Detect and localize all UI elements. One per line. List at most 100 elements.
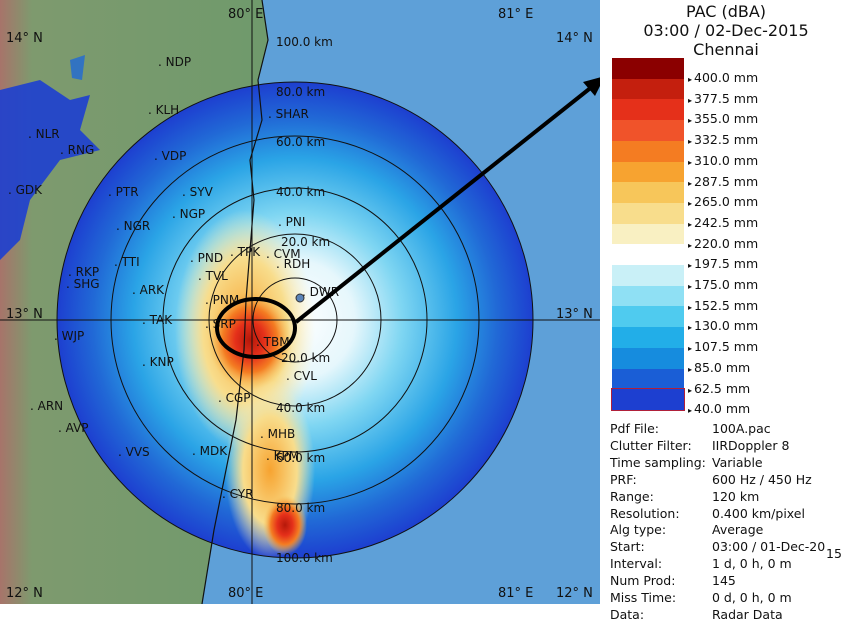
lat-label-14-right: 14° N — [556, 31, 593, 46]
place-cyr: . CYR — [222, 487, 253, 501]
range-ring-3 — [162, 187, 428, 453]
scale-label: ▸ 197.5 mm — [688, 256, 759, 272]
scale-swatch — [612, 347, 684, 369]
lon-label-81-bottom: 81° E — [498, 586, 533, 601]
radar-site-marker — [295, 293, 305, 303]
scale-swatch — [612, 327, 684, 348]
place-syv: . SYV — [182, 185, 214, 199]
info-key: Alg type: — [610, 522, 667, 538]
tick-icon: ▸ — [688, 137, 693, 147]
place-rdh: . RDH — [276, 257, 310, 271]
scale-label: ▸ 152.5 mm — [688, 297, 759, 313]
range-label-2-south: 40.0 km — [276, 401, 325, 415]
scale-label: ▸ 310.0 mm — [688, 152, 759, 168]
tick-icon: ▸ — [688, 219, 693, 229]
tick-icon: ▸ — [688, 75, 693, 84]
info-key: Clutter Filter: — [610, 437, 692, 453]
info-value: 03:00 / 01-Dec-20 — [712, 539, 826, 555]
info-key: Time sampling: — [610, 454, 706, 470]
place-cvm: . CVM — [266, 247, 301, 261]
place-tbm: . TBM — [256, 335, 290, 349]
range-label-3-north: 60.0 km — [276, 135, 325, 149]
place-rng: . RNG — [60, 143, 94, 157]
range-ring-1 — [252, 277, 338, 363]
place-ark: . ARK — [132, 283, 165, 297]
place-shg: . SHG — [66, 277, 100, 291]
place-names: . NDP . KLH . VDP . SHAR . PTR . NGR . SYV . NG… — [8, 55, 339, 501]
scale-swatch — [612, 78, 684, 100]
product-title: PAC (dBA) — [685, 2, 767, 21]
scale-label: ▸ 355.0 mm — [688, 111, 759, 127]
tick-icon: ▸ — [688, 323, 693, 333]
place-srp: . SRP — [205, 317, 236, 331]
tick-icon: ▸ — [688, 240, 693, 250]
place-ngp: . NGP — [172, 207, 205, 221]
lon-label-80: 80° E — [228, 7, 263, 22]
info-key: Data: — [610, 606, 645, 622]
place-rkp: . RKP — [68, 265, 99, 279]
place-ptr: . PTR — [108, 185, 139, 199]
lat-label-13: 13° N — [6, 307, 43, 322]
scale-swatch — [612, 161, 684, 183]
info-key: Interval: — [610, 556, 663, 572]
place-vvs: . VVS — [118, 445, 150, 459]
range-label-3-south: 60.0 km — [276, 451, 325, 465]
tick-icon: ▸ — [688, 199, 693, 209]
start-year-suffix: 15 — [826, 546, 842, 561]
place-gdk: . GDK — [8, 183, 43, 197]
scale-label: ▸ 242.5 mm — [688, 214, 759, 230]
info-value: Average — [712, 522, 764, 538]
radar-map: 20.0 km 20.0 km 40.0 km 40.0 km 60.0 km 60.0 … — [0, 0, 600, 604]
scale-swatch — [612, 120, 684, 141]
place-wjp: . WJP — [54, 329, 84, 343]
info-value: 0 d, 0 h, 0 m — [712, 590, 792, 605]
tick-icon: ▸ — [688, 157, 693, 167]
info-value: 0.400 km/pixel — [712, 505, 805, 521]
scale-swatch — [612, 202, 684, 224]
legend-panel: PAC (dBA) 03:00 / 02-Dec-2015 Chennai ▸ 4… — [600, 0, 852, 630]
place-avp: . AVP — [58, 421, 89, 435]
scale-label: ▸ 265.0 mm — [688, 194, 759, 210]
lat-label-12: 12° N — [6, 586, 43, 601]
range-label-1-south: 20.0 km — [281, 351, 330, 365]
tick-icon: ▸ — [688, 261, 693, 271]
place-tpk: . TPK — [230, 245, 261, 259]
scale-swatch — [612, 140, 684, 162]
scale-swatch — [612, 306, 684, 328]
lat-label-14: 14° N — [6, 31, 43, 46]
scale-label: ▸ 175.0 mm — [688, 277, 759, 292]
scale-label: ▸ 332.5 mm — [688, 132, 759, 148]
lon-label-81: 81° E — [498, 7, 533, 22]
tick-icon: ▸ — [688, 282, 693, 291]
info-value: IIRDoppler 8 — [712, 437, 790, 453]
scale-swatch — [611, 388, 685, 411]
pointer-arrow-shaft — [294, 80, 600, 324]
place-nlr: . NLR — [28, 127, 60, 141]
place-mhb: . MHB — [260, 427, 295, 441]
place-vdp: . VDP — [154, 149, 186, 163]
range-ring-labels: 20.0 km 20.0 km 40.0 km 40.0 km 60.0 km 60.0 … — [276, 35, 333, 565]
info-value: 145 — [712, 573, 736, 589]
lat-label-13-right: 13° N — [556, 307, 593, 322]
scale-label: ▸ 107.5 mm — [688, 339, 759, 355]
info-value: 100A.pac — [712, 421, 771, 436]
range-ring-5 — [56, 81, 534, 559]
place-cvl: . CVL — [286, 369, 317, 383]
info-key: Start: — [610, 539, 645, 555]
scale-label: ▸ 287.5 mm — [688, 173, 759, 189]
place-arn: . ARN — [30, 399, 63, 413]
tick-icon: ▸ — [688, 385, 693, 395]
scale-label: ▸ 40.0 mm — [688, 401, 751, 417]
scale-label: ▸ 400.0 mm — [688, 70, 759, 85]
place-kpm: . KPM — [266, 449, 299, 463]
place-tvl: . TVL — [198, 269, 228, 283]
scale-swatch — [612, 265, 684, 286]
place-tak: . TAK — [142, 313, 173, 327]
range-ring-2 — [208, 233, 382, 407]
lon-label-80-bottom: 80° E — [228, 586, 263, 601]
scale-label: ▸ 377.5 mm — [688, 90, 759, 106]
scale-label: ▸ 62.5 mm — [688, 380, 751, 396]
place-knp: . KNP — [142, 355, 174, 369]
scale-label: ▸ 130.0 mm — [688, 318, 759, 334]
pointer-arrow-head — [583, 77, 600, 96]
